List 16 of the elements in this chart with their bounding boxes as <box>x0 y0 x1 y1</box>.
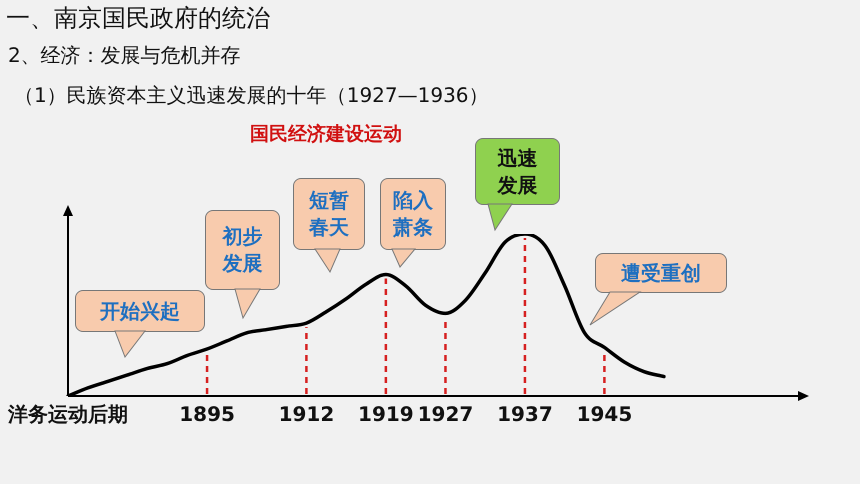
text: 国民经济建设运动 <box>250 122 402 147</box>
chart-title: 一、南京国民政府的统治 <box>6 3 270 34</box>
x-tick-label: 1919 <box>358 402 414 426</box>
x-tick-label: 1927 <box>418 402 474 426</box>
text: （1）民族资本主义迅速发展的十年（1927—1936） <box>14 82 489 109</box>
annotation: 短暂春天 <box>309 187 349 241</box>
x-tick-label: 1945 <box>576 402 632 426</box>
annotation: 初步发展 <box>222 223 262 277</box>
x-tick-label: 1895 <box>179 402 235 426</box>
annotation: 陷入萧条 <box>393 187 433 241</box>
x-tick-label: 洋务运动后期 <box>7 402 128 426</box>
annotation: 开始兴起 <box>100 298 180 324</box>
x-tick-label: 1937 <box>497 402 553 426</box>
annotation: 遭受重创 <box>621 260 701 286</box>
x-tick-label: 1912 <box>278 402 334 426</box>
chart-subtitle: 2、经济：发展与危机并存 <box>8 42 241 69</box>
